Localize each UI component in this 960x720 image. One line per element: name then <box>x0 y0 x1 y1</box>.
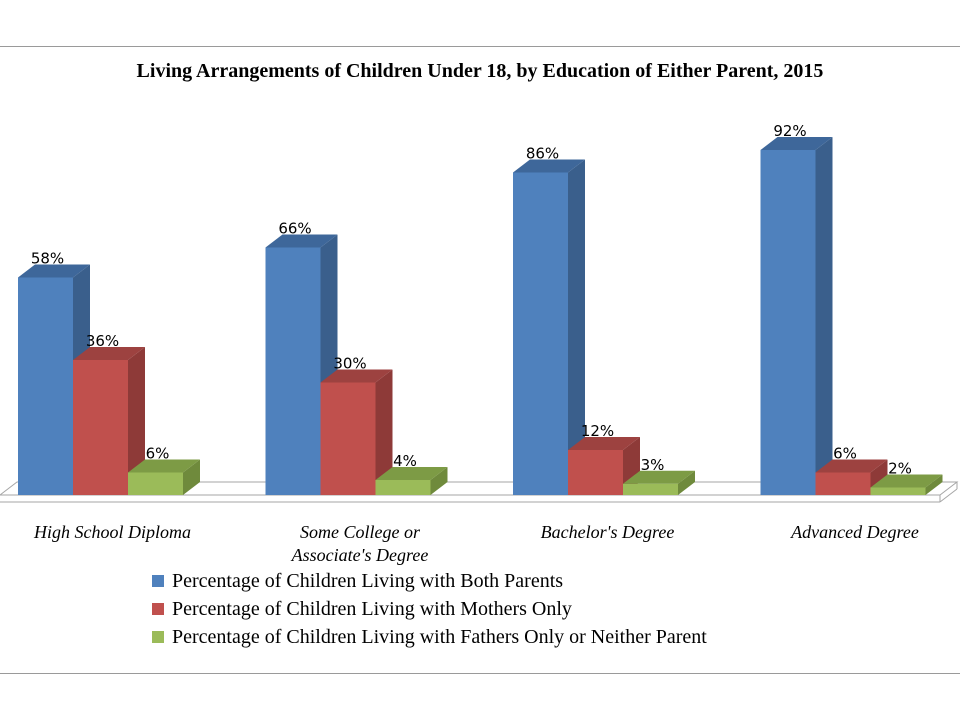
legend-swatch <box>152 603 164 615</box>
chart-frame <box>0 46 960 674</box>
bar-side-1-1 <box>375 369 393 495</box>
bar-side-3-2 <box>925 474 943 495</box>
bar-front-0-0 <box>18 277 73 495</box>
bar-top-0-2 <box>128 459 200 473</box>
bar-top-2-2 <box>623 470 695 484</box>
bar-top-3-2 <box>870 474 943 488</box>
bar-top-0-1 <box>73 347 145 360</box>
bar-top-3-0 <box>760 137 833 150</box>
legend-item: Percentage of Children Living with Mothe… <box>152 595 707 623</box>
bar-front-2-2 <box>623 483 678 495</box>
bar-top-3-1 <box>815 459 888 473</box>
category-label-2-0: Bachelor's Degree <box>541 522 675 542</box>
data-label-3-0: 92% <box>773 122 806 140</box>
bar-side-3-0 <box>815 137 833 495</box>
data-label-1-2: 4% <box>393 452 417 470</box>
data-label-0-1: 36% <box>86 332 119 350</box>
bar-top-1-0 <box>265 234 338 248</box>
category-label-3-0: Advanced Degree <box>790 522 919 542</box>
bar-front-2-0 <box>513 172 568 495</box>
data-label-2-1: 12% <box>581 422 614 440</box>
floor-right-bottom <box>939 488 958 503</box>
data-label-2-0: 86% <box>526 145 559 163</box>
bar-front-3-0 <box>760 150 816 495</box>
bar-front-3-1 <box>815 472 871 495</box>
bar-top-1-1 <box>320 369 393 383</box>
legend: Percentage of Children Living with Both … <box>152 567 707 651</box>
bar-top-2-1 <box>568 437 640 450</box>
bar-top-2-0 <box>513 159 585 173</box>
bar-top-1-2 <box>375 467 448 480</box>
data-label-3-1: 6% <box>833 445 857 463</box>
bar-side-0-2 <box>183 459 200 495</box>
bar-front-1-2 <box>375 480 431 495</box>
bar-front-0-1 <box>73 360 128 495</box>
legend-swatch <box>152 631 164 643</box>
bar-front-0-2 <box>128 472 183 495</box>
bar-side-0-1 <box>128 347 145 495</box>
legend-label: Percentage of Children Living with Mothe… <box>172 598 572 620</box>
data-label-2-2: 3% <box>641 456 665 474</box>
bar-side-2-2 <box>678 470 695 495</box>
legend-label: Percentage of Children Living with Both … <box>172 570 564 592</box>
bar-side-1-2 <box>430 467 448 495</box>
bar-top-0-0 <box>18 264 90 278</box>
category-label-0-0: High School Diploma <box>33 522 191 542</box>
category-label-1-1: Associate's Degree <box>291 545 429 565</box>
bar-front-2-1 <box>568 450 623 495</box>
bar-side-2-0 <box>568 159 585 495</box>
category-label-1-0: Some College or <box>300 522 421 542</box>
legend-item: Percentage of Children Living with Fathe… <box>152 623 707 651</box>
legend-item: Percentage of Children Living with Both … <box>152 567 707 595</box>
data-label-0-2: 6% <box>146 445 170 463</box>
bar-front-3-2 <box>870 487 926 495</box>
data-label-3-2: 2% <box>888 460 912 478</box>
bar-front-1-1 <box>320 382 376 495</box>
data-label-0-0: 58% <box>31 250 64 268</box>
data-label-1-0: 66% <box>278 220 311 238</box>
chart-title: Living Arrangements of Children Under 18… <box>136 60 824 82</box>
legend-swatch <box>152 575 164 587</box>
data-label-1-1: 30% <box>333 355 366 373</box>
legend-label: Percentage of Children Living with Fathe… <box>172 626 707 648</box>
bar-front-1-0 <box>265 247 321 495</box>
